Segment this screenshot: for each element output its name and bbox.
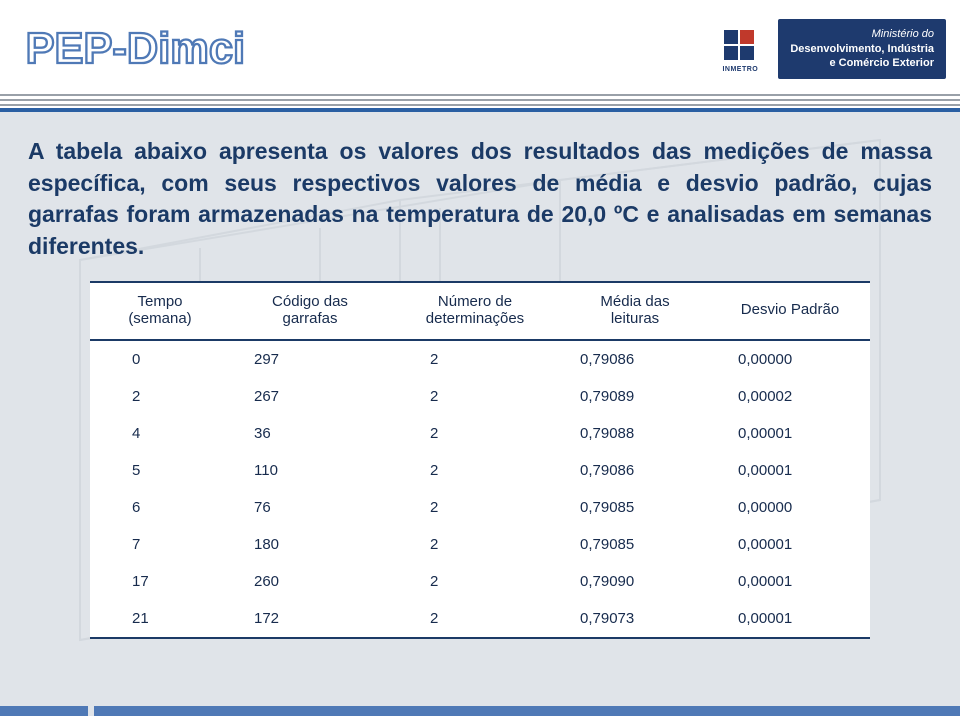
- logo: PEP-Dimci: [14, 14, 434, 84]
- col-header-codigo: Código das garrafas: [230, 283, 390, 340]
- logo-svg: PEP-Dimci: [14, 18, 434, 80]
- header-stripes: [0, 90, 960, 108]
- inmetro-label: INMETRO: [722, 66, 758, 73]
- header-right: INMETRO Ministério do Desenvolvimento, I…: [718, 19, 946, 80]
- table-cell: 0,79085: [560, 489, 710, 526]
- table-row: 1726020,790900,00001: [90, 563, 870, 600]
- table-cell: 2: [390, 526, 560, 563]
- table-cell: 21: [90, 600, 230, 637]
- table-cell: 0,00001: [710, 600, 870, 637]
- table-cell: 4: [90, 415, 230, 452]
- table-cell: 36: [230, 415, 390, 452]
- table-cell: 0,00000: [710, 340, 870, 378]
- table-cell: 2: [90, 378, 230, 415]
- table-cell: 297: [230, 340, 390, 378]
- inmetro-logo: INMETRO: [718, 26, 762, 73]
- table-cell: 17: [90, 563, 230, 600]
- table-cell: 0,79088: [560, 415, 710, 452]
- table-cell: 2: [390, 452, 560, 489]
- col-header-media: Média das leituras: [560, 283, 710, 340]
- table-cell: 0,00001: [710, 452, 870, 489]
- table-cell: 260: [230, 563, 390, 600]
- table-cell: 0,79086: [560, 340, 710, 378]
- table-cell: 7: [90, 526, 230, 563]
- logo-text: PEP-Dimci: [26, 25, 245, 73]
- ministry-line1: Ministério do: [790, 27, 934, 42]
- table-row: 718020,790850,00001: [90, 526, 870, 563]
- table-cell: 6: [90, 489, 230, 526]
- table-cell: 2: [390, 378, 560, 415]
- footer-bar: [0, 706, 960, 716]
- table-row: 029720,790860,00000: [90, 340, 870, 378]
- inmetro-mark-icon: [718, 26, 762, 66]
- ministry-line3: e Comércio Exterior: [790, 56, 934, 71]
- intro-paragraph: A tabela abaixo apresenta os valores dos…: [28, 136, 932, 263]
- table-cell: 2: [390, 340, 560, 378]
- table-cell: 2: [390, 415, 560, 452]
- table-cell: 0,79085: [560, 526, 710, 563]
- table-cell: 0,00002: [710, 378, 870, 415]
- table-cell: 0,00001: [710, 563, 870, 600]
- table-cell: 0,79090: [560, 563, 710, 600]
- table-cell: 2: [390, 600, 560, 637]
- data-table-wrap: Tempo (semana) Código das garrafas Númer…: [90, 281, 870, 639]
- header: PEP-Dimci INMETRO Ministério do Desenvol…: [0, 0, 960, 90]
- content: A tabela abaixo apresenta os valores dos…: [0, 112, 960, 649]
- table-cell: 0,00001: [710, 415, 870, 452]
- table-cell: 0: [90, 340, 230, 378]
- table-cell: 172: [230, 600, 390, 637]
- table-body: 029720,790860,00000226720,790890,0000243…: [90, 340, 870, 637]
- table-header-row: Tempo (semana) Código das garrafas Númer…: [90, 283, 870, 340]
- table-row: 43620,790880,00001: [90, 415, 870, 452]
- table-cell: 0,79073: [560, 600, 710, 637]
- table-row: 67620,790850,00000: [90, 489, 870, 526]
- table-cell: 267: [230, 378, 390, 415]
- table-head: Tempo (semana) Código das garrafas Númer…: [90, 283, 870, 340]
- table-cell: 2: [390, 489, 560, 526]
- table-cell: 5: [90, 452, 230, 489]
- table-row: 2117220,790730,00001: [90, 600, 870, 637]
- footer-seg2: [94, 706, 960, 716]
- table-row: 511020,790860,00001: [90, 452, 870, 489]
- data-table: Tempo (semana) Código das garrafas Númer…: [90, 283, 870, 637]
- table-cell: 0,00000: [710, 489, 870, 526]
- table-cell: 76: [230, 489, 390, 526]
- table-cell: 0,79089: [560, 378, 710, 415]
- table-cell: 0,79086: [560, 452, 710, 489]
- table-row: 226720,790890,00002: [90, 378, 870, 415]
- col-header-numero: Número de determinações: [390, 283, 560, 340]
- table-cell: 180: [230, 526, 390, 563]
- ministry-box: Ministério do Desenvolvimento, Indústria…: [778, 19, 946, 80]
- col-header-desvio: Desvio Padrão: [710, 283, 870, 340]
- table-cell: 0,00001: [710, 526, 870, 563]
- table-cell: 110: [230, 452, 390, 489]
- ministry-line2: Desenvolvimento, Indústria: [790, 42, 934, 57]
- table-cell: 2: [390, 563, 560, 600]
- footer-seg1: [0, 706, 88, 716]
- col-header-tempo: Tempo (semana): [90, 283, 230, 340]
